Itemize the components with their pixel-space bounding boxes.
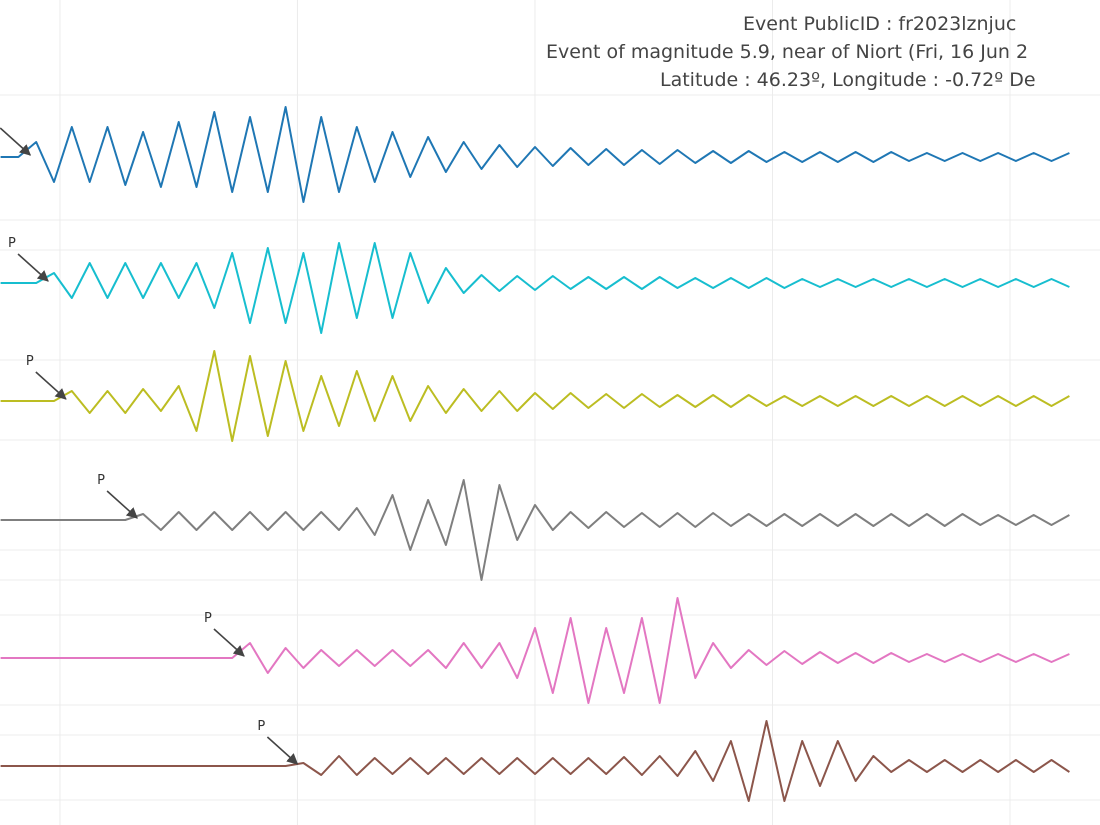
- seismic-trace: [0, 479, 1070, 581]
- arrival-arrow: [17, 253, 49, 282]
- title-line: Event PublicID : fr2023lznjuc: [743, 13, 1016, 35]
- title-line: Event of magnitude 5.9, near of Niort (F…: [546, 41, 1028, 63]
- arrival-label: P: [97, 473, 105, 488]
- arrival-arrow: [0, 127, 32, 156]
- arrival-label: P: [26, 354, 34, 369]
- annotations: P P P P P: [0, 127, 299, 765]
- seismic-trace: [0, 242, 1070, 334]
- seismic-trace: [0, 720, 1070, 802]
- seismic-trace: [0, 106, 1070, 203]
- seismic-trace: [0, 597, 1070, 704]
- seismic-trace: [0, 350, 1070, 442]
- title-line: Latitude : 46.23º, Longitude : -0.72º De: [660, 69, 1036, 91]
- arrival-arrow: [213, 628, 245, 657]
- arrival-arrow: [106, 490, 138, 519]
- arrival-label: P: [8, 236, 16, 251]
- arrival-arrow: [35, 371, 67, 400]
- traces: [0, 106, 1070, 802]
- arrival-label: P: [204, 611, 212, 626]
- arrival-label: P: [257, 719, 265, 734]
- arrival-arrow: [266, 736, 299, 765]
